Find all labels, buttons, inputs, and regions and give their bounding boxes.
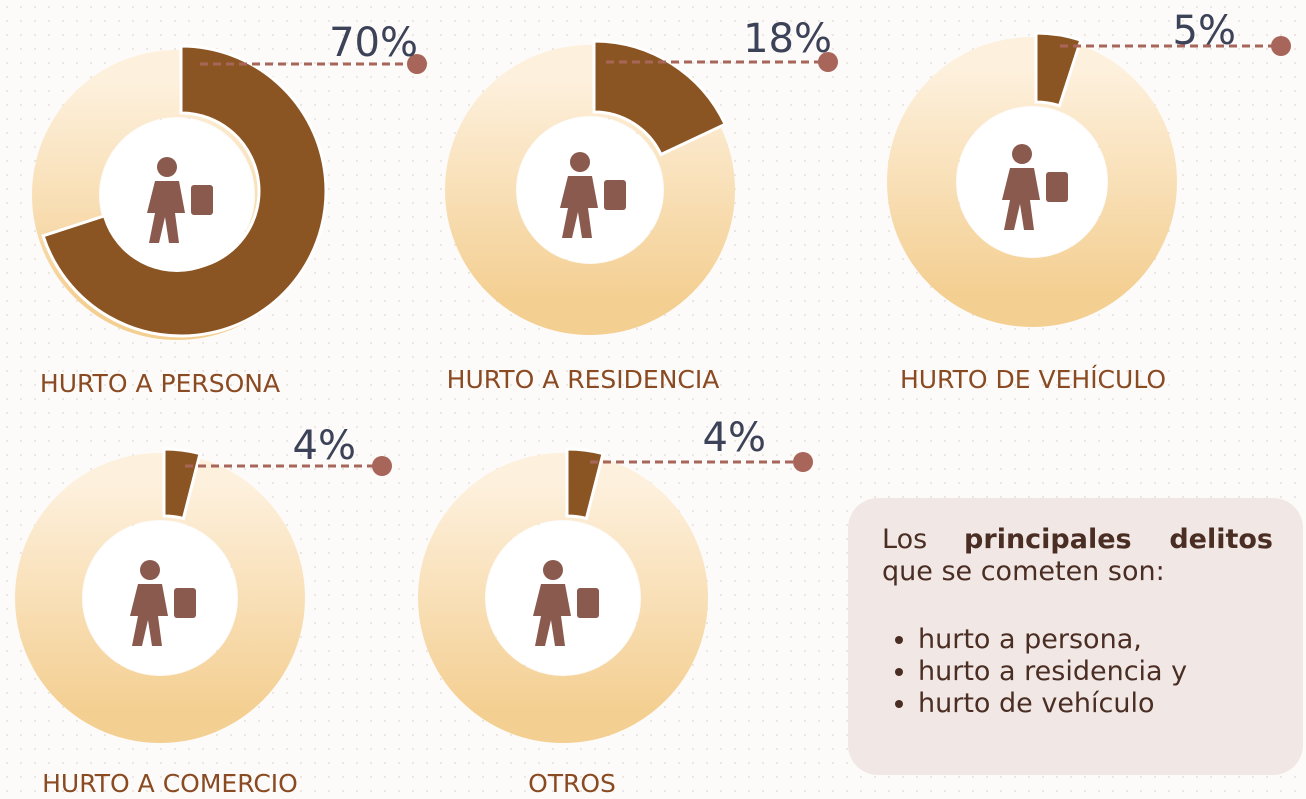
icon-head bbox=[140, 560, 160, 580]
donut-ring bbox=[418, 453, 708, 743]
donut-segment bbox=[41, 44, 328, 338]
donut-segment bbox=[592, 39, 728, 157]
summary-list: hurto a persona, hurto a residencia y hu… bbox=[882, 624, 1273, 720]
summary-bold: principales delitos bbox=[964, 524, 1273, 555]
icon bbox=[100, 118, 254, 272]
summary-item: hurto a persona, bbox=[918, 624, 1273, 656]
value-label: 70% bbox=[329, 20, 418, 66]
value-label: 4% bbox=[703, 415, 766, 461]
icon bbox=[957, 107, 1107, 257]
value-label: 18% bbox=[743, 16, 832, 62]
icon-head bbox=[1012, 144, 1032, 164]
callout-dot bbox=[793, 452, 813, 472]
chart-title: HURTO DE VEHÍCULO bbox=[900, 365, 1166, 394]
icon bbox=[486, 521, 640, 675]
icon-object bbox=[604, 180, 626, 210]
value-label: 4% bbox=[293, 423, 356, 469]
donut-ring bbox=[445, 45, 735, 335]
icon bbox=[83, 521, 237, 675]
summary-item: hurto de vehículo bbox=[918, 688, 1273, 720]
icon-body bbox=[560, 176, 598, 238]
callout-dot bbox=[1271, 36, 1291, 56]
icon-object bbox=[577, 588, 599, 618]
chart-title: HURTO A RESIDENCIA bbox=[447, 365, 720, 394]
summary-item: hurto a residencia y bbox=[918, 656, 1273, 688]
icon-head bbox=[570, 152, 590, 172]
icon bbox=[517, 117, 663, 263]
icon-head bbox=[157, 157, 177, 177]
summary-box: Los principales delitos que se cometen s… bbox=[848, 498, 1303, 775]
callout-dot bbox=[372, 456, 392, 476]
summary-text: que se cometen son: bbox=[882, 556, 1165, 587]
icon-body bbox=[533, 584, 571, 646]
icon-object bbox=[1046, 172, 1068, 202]
icon-body bbox=[130, 584, 168, 646]
callout-dot bbox=[407, 54, 427, 74]
icon-object bbox=[191, 185, 213, 215]
donut-ring bbox=[887, 37, 1177, 327]
icon-head bbox=[543, 560, 563, 580]
summary-intro: Los principales delitos bbox=[882, 524, 1273, 556]
icon-body bbox=[147, 181, 185, 243]
icon-object bbox=[174, 588, 196, 618]
donut-segment bbox=[565, 447, 605, 521]
donut-segment bbox=[1034, 31, 1083, 108]
summary-text: Los bbox=[882, 524, 928, 555]
icon-body bbox=[1002, 168, 1040, 230]
chart-title: HURTO A PERSONA bbox=[40, 369, 280, 398]
value-label: 5% bbox=[1173, 8, 1236, 54]
chart-title: HURTO A COMERCIO bbox=[42, 769, 298, 798]
chart-title: OTROS bbox=[528, 769, 616, 798]
donut-ring bbox=[15, 453, 305, 743]
callout-dot bbox=[818, 52, 838, 72]
